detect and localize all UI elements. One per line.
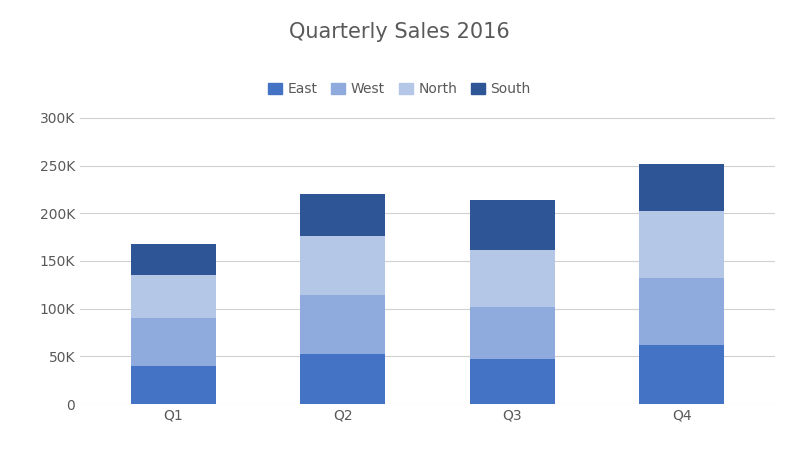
Bar [131, 244, 216, 275]
Bar [470, 359, 555, 404]
Bar [639, 211, 724, 278]
Bar [639, 345, 724, 404]
Bar [131, 318, 216, 366]
Bar [470, 307, 555, 359]
Bar [300, 194, 385, 236]
Bar [639, 163, 724, 211]
Legend: East, West, North, South: East, West, North, South [263, 76, 536, 101]
Bar [300, 355, 385, 404]
Bar [470, 250, 555, 307]
Bar [300, 236, 385, 295]
Bar [300, 295, 385, 355]
Bar [131, 275, 216, 318]
Bar [639, 278, 724, 345]
Text: Quarterly Sales 2016: Quarterly Sales 2016 [289, 22, 510, 43]
Bar [131, 366, 216, 404]
Bar [470, 200, 555, 250]
